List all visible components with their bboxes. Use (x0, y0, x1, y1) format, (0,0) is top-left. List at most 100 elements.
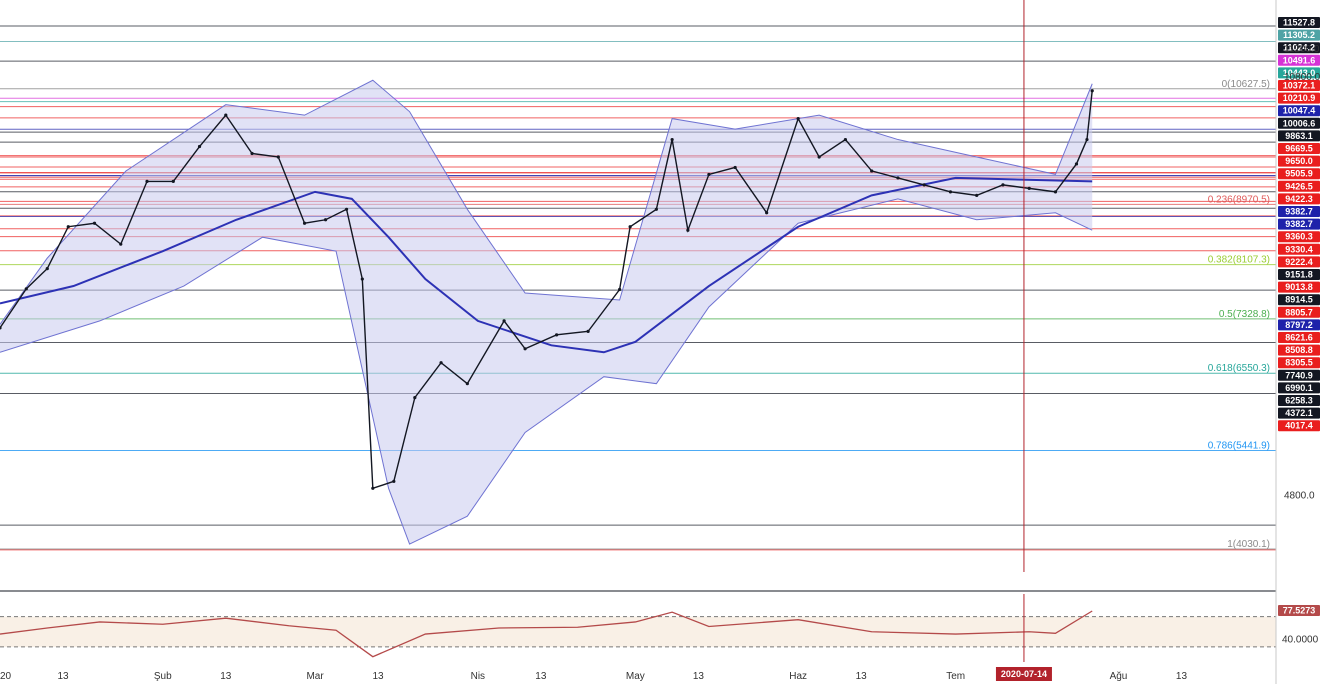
price-badge-label: 11305.2 (1283, 30, 1315, 40)
price-badge[interactable] (1278, 332, 1320, 343)
price-point (896, 176, 900, 180)
price-point (796, 117, 800, 121)
time-axis[interactable]: 2020 13 Şub 13 Mar 13 Nis 13 May 13 Haz 13 Tem Ağu 13 2… (0, 667, 1187, 682)
price-point (586, 329, 590, 333)
price-point (1090, 89, 1094, 93)
price-badge[interactable] (1278, 180, 1320, 192)
fib-level-label: 0.786(5441.9) (1208, 441, 1270, 452)
price-badge-label: 9382.7 (1285, 207, 1313, 217)
price-badge-label: 10006.6 (1283, 118, 1316, 128)
price-badge[interactable] (1278, 54, 1320, 66)
main-price-pane[interactable]: 0(10627.5) 0.236(8970.5) 0.382(8107.3) 0.5(… (0, 0, 1276, 572)
price-badge[interactable] (1278, 382, 1320, 394)
price-badge[interactable] (1278, 130, 1320, 142)
rsi-value-label: 77.5273 (1283, 605, 1316, 615)
price-point (224, 113, 228, 117)
price-badge-label: 4372.1 (1285, 408, 1313, 418)
rsi-line (0, 610, 1093, 658)
time-axis-tick: Şub (154, 671, 172, 682)
price-badge[interactable] (1278, 206, 1320, 217)
price-badge[interactable] (1278, 42, 1320, 54)
price-badge-label: 8914.5 (1285, 295, 1313, 305)
price-badge[interactable] (1278, 243, 1320, 255)
price-badge[interactable] (1278, 155, 1320, 167)
price-badge[interactable] (1278, 294, 1320, 306)
price-badge-label: 7740.9 (1285, 370, 1313, 380)
price-badge[interactable] (1278, 281, 1320, 293)
price-badge-label: 8621.6 (1285, 333, 1313, 343)
time-axis-tick: 13 (535, 671, 547, 682)
price-badge[interactable] (1278, 17, 1320, 28)
rsi-pane[interactable] (0, 594, 1276, 662)
price-badge-label: 9669.5 (1285, 144, 1313, 154)
price-badge[interactable] (1278, 306, 1320, 318)
price-badge[interactable] (1278, 407, 1320, 419)
price-badge[interactable] (1278, 117, 1320, 129)
price-point (302, 221, 307, 225)
price-point (843, 137, 848, 142)
price-point (733, 165, 737, 170)
time-axis-tick: May (626, 671, 645, 682)
price-badge[interactable] (1278, 256, 1320, 268)
price-badge[interactable] (1278, 193, 1320, 205)
price-badge-label: 9382.7 (1285, 219, 1313, 229)
crosshair-date-badge[interactable] (995, 667, 1052, 681)
bollinger-band-fill (0, 80, 1093, 545)
price-badge[interactable] (1278, 105, 1320, 117)
price-badge[interactable] (1278, 420, 1320, 432)
price-point (654, 207, 658, 211)
price-badge[interactable] (1278, 269, 1320, 280)
price-badge-label: 10491.6 (1283, 55, 1316, 65)
price-axis[interactable]: 11527.8 11305.2 11024.2 10491.6 10443.0 10372… (1275, 0, 1320, 684)
price-point (670, 137, 674, 142)
price-point (975, 193, 979, 197)
price-badge[interactable] (1278, 369, 1320, 381)
price-badge-label: 9863.1 (1285, 131, 1313, 141)
price-badge[interactable] (1278, 319, 1320, 331)
moving-average-line (0, 176, 1093, 354)
price-badge-label: 9013.8 (1285, 282, 1313, 292)
price-badge-label: 8305.5 (1285, 358, 1313, 368)
rsi-value-badge[interactable] (1278, 604, 1320, 616)
price-badge[interactable] (1278, 344, 1320, 356)
price-point (502, 319, 506, 323)
fib-level-label: 0.236(8970.5) (1208, 194, 1270, 205)
price-badge-label: 6258.3 (1285, 396, 1313, 406)
price-point (1053, 190, 1058, 194)
time-axis-tick: 13 (373, 671, 385, 682)
price-point (197, 144, 202, 149)
price-badge[interactable] (1278, 80, 1320, 91)
price-point (1001, 183, 1005, 187)
price-badge-label: 4017.4 (1285, 421, 1313, 431)
fib-level-label: 0(10627.5) (1222, 79, 1270, 90)
price-badge[interactable] (1278, 67, 1320, 79)
price-badge-label: 10047.4 (1283, 106, 1316, 116)
price-point (1085, 137, 1089, 142)
price-badge[interactable] (1278, 143, 1320, 154)
price-point (765, 211, 769, 215)
price-badge[interactable] (1278, 231, 1320, 243)
price-point (555, 333, 559, 337)
fib-level-label: 0.618(6550.3) (1208, 363, 1270, 374)
price-point (24, 287, 28, 291)
price-badge-label: 9330.4 (1285, 244, 1313, 254)
time-axis-tick: 13 (856, 671, 868, 682)
price-point (465, 382, 469, 386)
price-badge[interactable] (1278, 395, 1320, 406)
price-badge[interactable] (1278, 168, 1320, 180)
price-badge[interactable] (1278, 218, 1320, 230)
time-axis-tick: Nis (471, 671, 485, 682)
price-axis-tick: 10800.0 (1284, 72, 1320, 83)
price-point (686, 228, 690, 232)
time-axis-tick: 13 (57, 671, 69, 682)
price-badge-label: 9505.9 (1285, 169, 1313, 179)
price-badge[interactable] (1278, 29, 1320, 41)
price-badge-label: 11024.2 (1283, 43, 1315, 53)
price-badge-label: 9360.3 (1285, 232, 1313, 242)
price-point (870, 169, 874, 173)
price-badge[interactable] (1278, 92, 1320, 104)
price-badge-label: 8508.8 (1285, 345, 1313, 355)
price-badge[interactable] (1278, 357, 1320, 369)
time-axis-tick: 2020 (0, 671, 12, 682)
